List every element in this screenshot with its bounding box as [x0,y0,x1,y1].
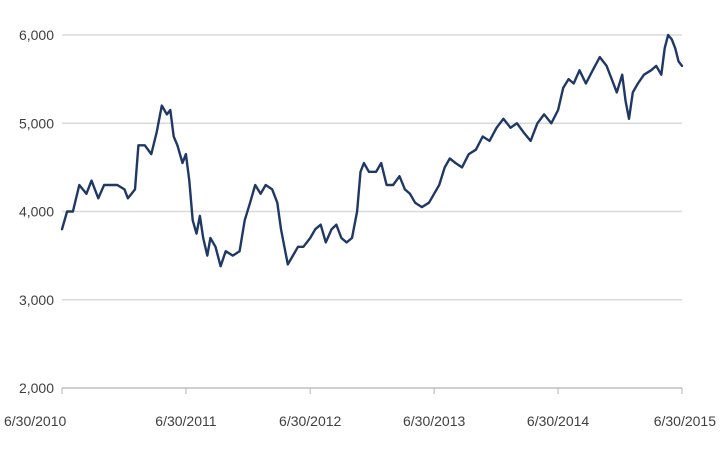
y-tick-label: 2,000 [19,380,54,396]
series-line-0 [60,33,684,268]
x-axis [61,387,683,394]
y-tick-label: 4,000 [19,204,54,220]
series-group [60,33,684,268]
x-tick-label: 6/30/2012 [279,413,341,429]
y-tick-label: 3,000 [19,292,54,308]
x-tick-label: 6/30/2014 [527,413,589,429]
x-tick-label: 6/30/2013 [403,413,465,429]
x-tick-label: 6/30/2011 [155,413,216,429]
x-tick-label: 6/30/2015 [654,413,716,429]
x-tick-label: 6/30/2010 [4,413,66,429]
x-axis-tick-labels: 6/30/2010 6/30/2011 6/30/2012 6/30/2013 6/30… [4,413,716,429]
y-tick-label: 6,000 [19,27,54,43]
y-axis-tick-labels: 2,000 3,000 4,000 5,000 6,000 [19,27,54,396]
y-tick-label: 5,000 [19,115,54,131]
gridlines [62,34,682,301]
